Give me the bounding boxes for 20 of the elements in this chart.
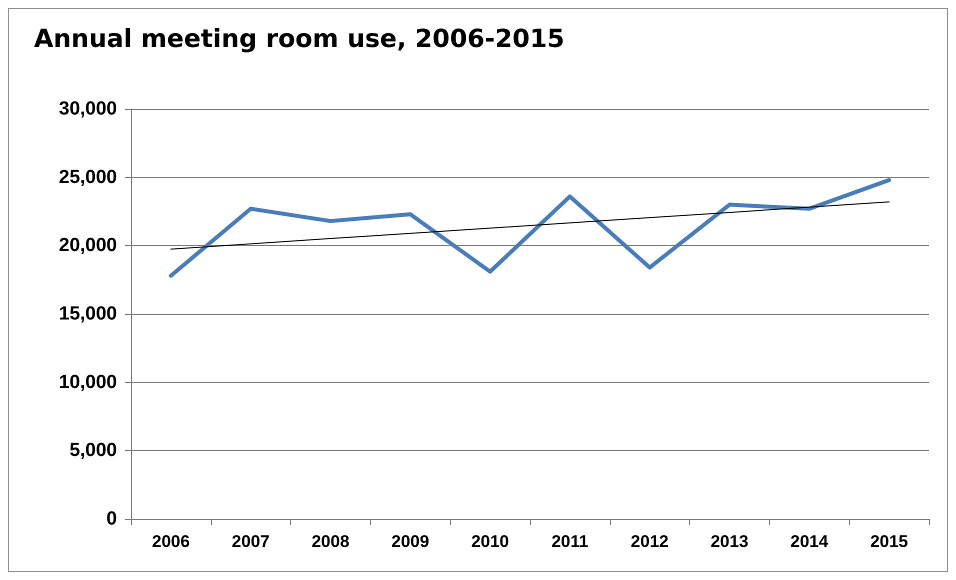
x-tick-label: 2009 [391,532,430,551]
y-tick-label: 30,000 [58,98,117,120]
y-tick-label: 5,000 [69,440,117,462]
x-tick-label: 2011 [551,532,588,551]
y-tick-label: 0 [106,508,117,530]
y-tick-label: 20,000 [58,235,117,256]
x-tick-label: 2007 [232,532,270,551]
y-tick-label: 10,000 [58,372,117,393]
x-tick-label: 2015 [870,532,908,551]
line-series [168,178,892,278]
x-tick-label: 2014 [790,532,829,551]
line-series [170,201,890,250]
x-tick-label: 2012 [630,532,669,551]
x-tick-label: 2006 [152,532,190,551]
y-tick-label: 25,000 [58,166,117,188]
x-tick-label: 2013 [710,532,748,551]
x-tick-label: 2008 [312,532,350,551]
x-tick-label: 2010 [471,532,510,551]
chart-title: Annual meeting room use, 2006-2015 [34,24,565,53]
y-tick-label: 15,000 [58,304,117,324]
